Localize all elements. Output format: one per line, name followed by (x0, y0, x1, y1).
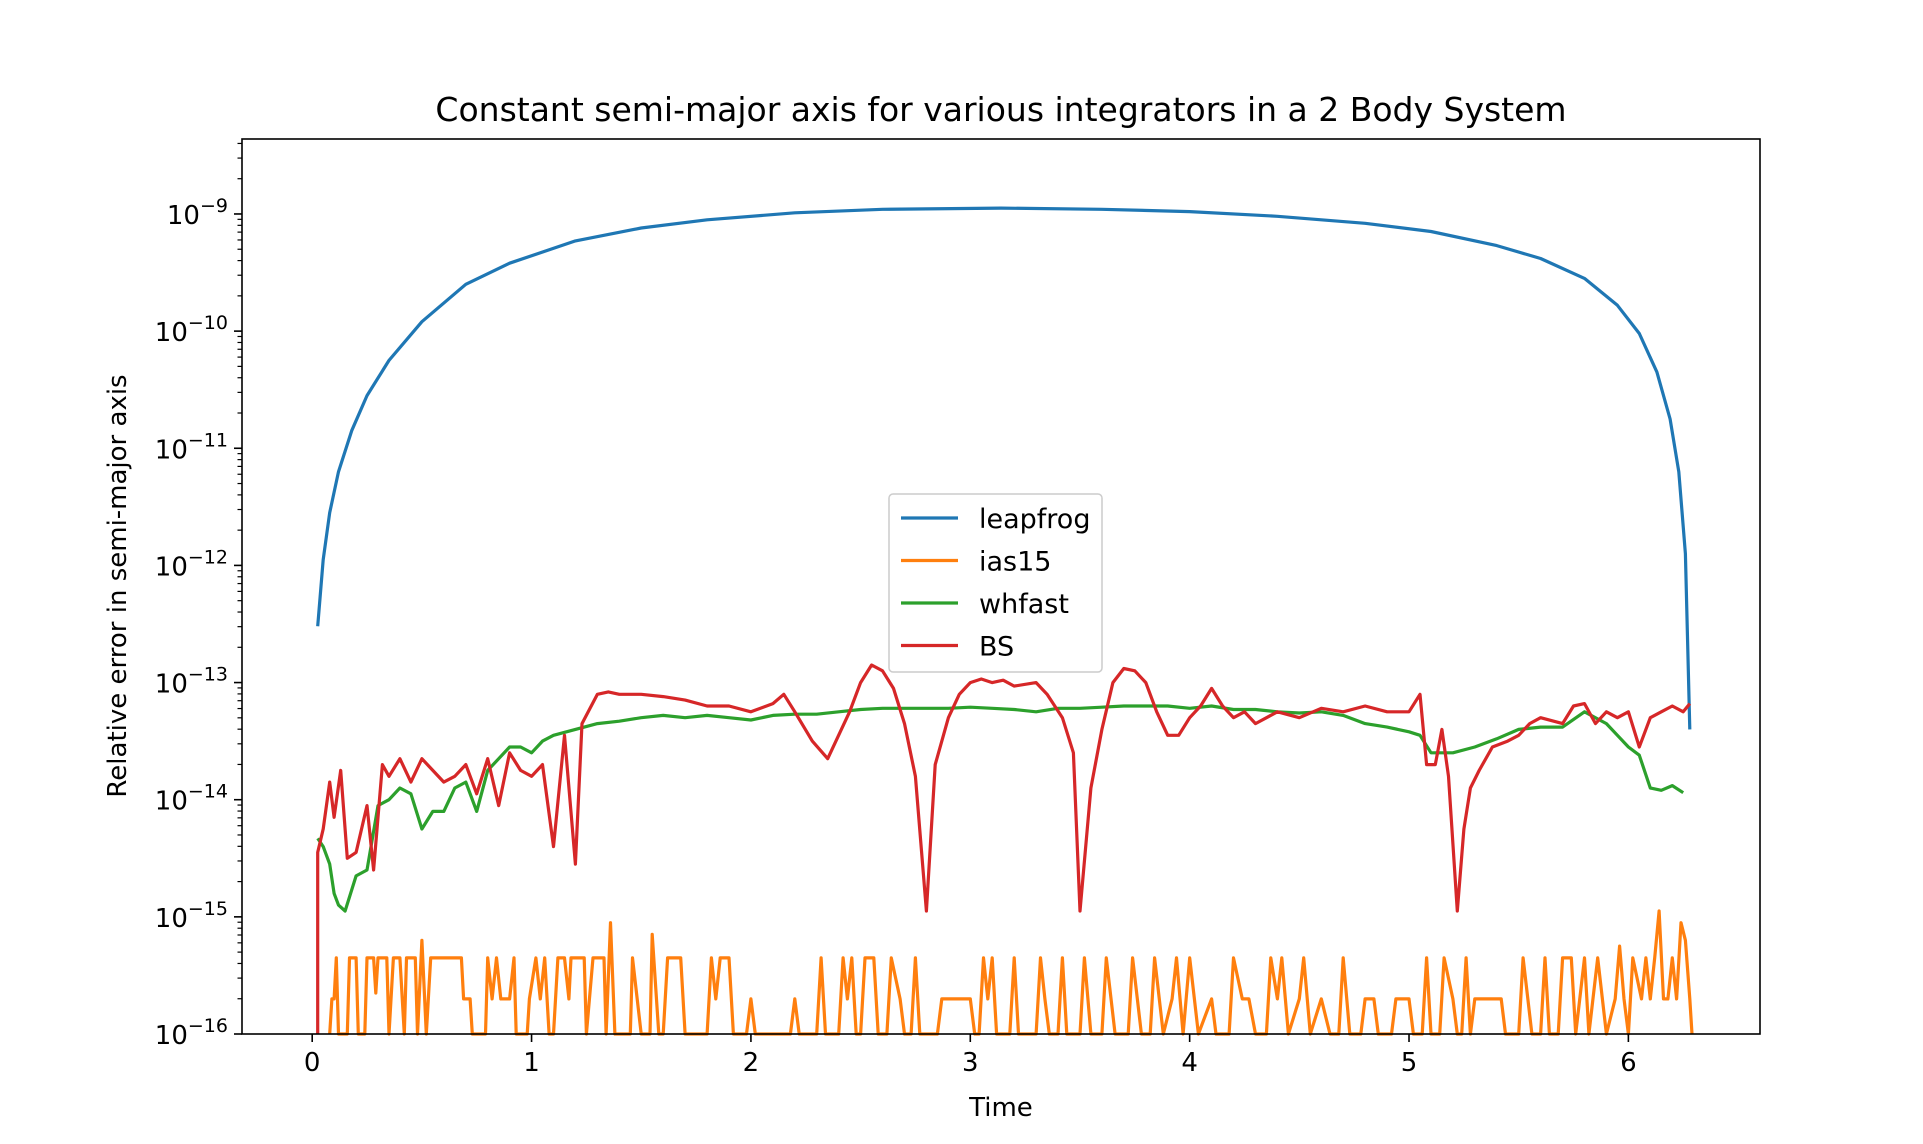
y-axis-label: Relative error in semi-major axis (103, 374, 133, 797)
x-tick-label: 1 (523, 1048, 540, 1078)
x-tick-label: 2 (743, 1048, 760, 1078)
legend-label-leapfrog: leapfrog (979, 504, 1090, 535)
y-tick-label: 10−15 (155, 898, 228, 934)
legend-box (888, 493, 1103, 673)
legend-label-bs: BS (979, 632, 1014, 663)
y-tick-label: 10−13 (155, 664, 228, 700)
x-tick-label: 5 (1401, 1048, 1418, 1078)
legend-label-whfast: whfast (979, 589, 1069, 620)
series-line-leapfrog (316, 206, 1692, 730)
y-tick-label: 10−10 (155, 312, 228, 348)
x-tick-label: 0 (304, 1048, 321, 1078)
series-line-bs (316, 663, 1692, 1034)
y-tick-label: 10−12 (155, 546, 228, 582)
y-tick-label: 10−14 (155, 781, 228, 817)
y-axis-ticks: 10−9 10−10 10−11 10−12 10−13 10−14 10−15 10−16 (155, 142, 242, 1051)
series-line-whfast (316, 704, 1685, 913)
x-axis-ticks: 0 1 2 3 4 5 6 (304, 1034, 1637, 1078)
y-tick-label: 10−9 (167, 195, 228, 231)
legend-label-ias15: ias15 (979, 547, 1051, 578)
y-tick-label: 10−16 (155, 1015, 228, 1051)
legend: leapfrog ias15 whfast BS (888, 493, 1103, 673)
plot-frame (241, 138, 1761, 1035)
x-axis-label: Time (968, 1093, 1033, 1123)
chart-title: Constant semi-major axis for various int… (435, 90, 1566, 129)
x-tick-label: 6 (1620, 1048, 1637, 1078)
y-tick-label: 10−11 (155, 429, 228, 465)
x-tick-label: 4 (1181, 1048, 1198, 1078)
x-tick-label: 3 (962, 1048, 979, 1078)
